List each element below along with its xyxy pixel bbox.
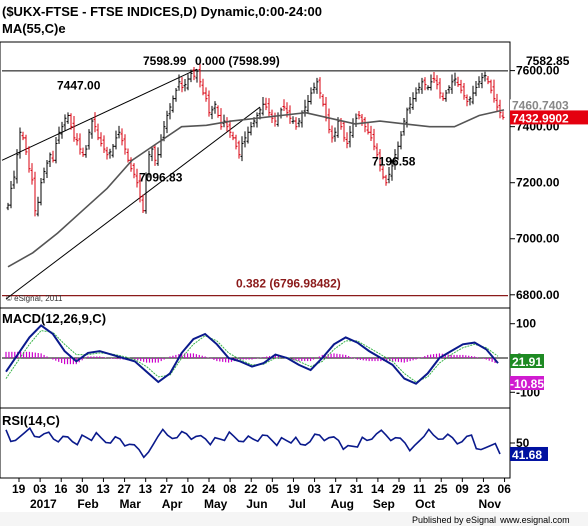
x-tick-label: 25	[434, 482, 448, 496]
last-price-box	[510, 110, 588, 125]
lower-channel-line	[5, 106, 261, 300]
x-month-label: Aug	[331, 497, 354, 511]
macd-tick-label: 100	[516, 317, 536, 331]
price-tick-label: 7600.00	[516, 64, 560, 78]
x-tick-label: 11	[413, 482, 426, 496]
x-tick-label: 24	[202, 482, 216, 496]
last-price-label: 7432.9902	[512, 111, 569, 125]
x-month-label: Mar	[120, 497, 142, 511]
x-month-label: Jul	[288, 497, 305, 511]
rsi-tick-label: 50	[516, 436, 530, 450]
macd-line	[5, 324, 499, 385]
annotation-label: 7447.00	[57, 78, 101, 92]
price-annotations: 7598.99 0.000 (7598.99) 7582.85 7447.00 7096…	[6, 54, 588, 303]
x-tick-label: 10	[181, 482, 195, 496]
x-month-label: Jun	[246, 497, 267, 511]
x-tick-label: 13	[139, 482, 153, 496]
hist-value-box	[510, 376, 544, 390]
signal-line	[5, 330, 499, 383]
macd-value: 21.91	[512, 355, 542, 369]
macd-layer: MACD(12,26,9,C)-100010021.91-10.85	[2, 311, 544, 399]
rsi-value-box	[510, 446, 548, 461]
x-tick-label: 14	[371, 482, 385, 496]
watermark: © eSignal, 2011	[6, 294, 63, 303]
annotation-label: 7096.83	[139, 171, 183, 185]
x-tick-label: 09	[455, 482, 469, 496]
price-tick-label: 6800.00	[516, 288, 560, 302]
x-month-label: Sep	[373, 497, 395, 511]
x-tick-label: 23	[476, 482, 490, 496]
x-tick-label: 19	[12, 482, 26, 496]
annotation-label: 0.382 (6796.98482)	[236, 277, 341, 291]
x-tick-label: 30	[75, 482, 89, 496]
x-month-label: 2017	[30, 497, 57, 511]
ma-label: MA(55,C)e	[2, 21, 66, 36]
rsi-line	[5, 426, 501, 459]
ma-line	[7, 109, 505, 268]
x-tick-label: 31	[350, 482, 364, 496]
macd-value-box	[510, 354, 544, 368]
upper-channel-line	[1, 68, 198, 161]
price-tick-label: 7000.00	[516, 232, 560, 246]
x-month-label: Feb	[77, 497, 98, 511]
x-tick-label: 22	[244, 482, 258, 496]
x-tick-label: 16	[54, 482, 68, 496]
macd-label: MACD(12,26,9,C)	[2, 311, 106, 326]
trend-lines	[1, 68, 508, 300]
rsi-panel	[0, 407, 511, 479]
x-tick-label: 27	[118, 482, 132, 496]
annotation-label: 7582.85	[526, 54, 570, 68]
x-tick-label: 03	[33, 482, 47, 496]
annotation-label: 0.000 (7598.99)	[195, 54, 280, 68]
candlesticks	[6, 62, 505, 268]
ma-value-label: 7460.7403	[512, 98, 569, 112]
x-tick-label: 03	[308, 482, 322, 496]
chart-title: ($UKX-FTSE - FTSE INDICES,D) Dynamic,0:0…	[2, 4, 322, 19]
footer-publisher: Published by eSignal www.esignal.com	[412, 515, 570, 525]
x-tick-label: 08	[223, 482, 237, 496]
x-month-label: Nov	[478, 497, 501, 511]
x-month-label: Apr	[162, 497, 183, 511]
price-tick-label: 7200.00	[516, 176, 560, 190]
x-tick-label: 05	[265, 482, 279, 496]
annotation-label: 7598.99	[143, 54, 187, 68]
rsi-value: 41.68	[512, 448, 542, 462]
x-tick-label: 13	[96, 482, 110, 496]
x-tick-label: 19	[286, 482, 300, 496]
x-axis: 19 03 16 30 13 27 13 27 10 24 08 22 05 19 03 17 31 14 29 11…	[12, 478, 511, 511]
hist-value: -10.85	[510, 377, 544, 391]
x-tick-label: 27	[160, 482, 174, 496]
x-month-label: Oct	[415, 497, 435, 511]
footer-bar	[0, 512, 588, 526]
x-month-label: May	[204, 497, 228, 511]
rsi-label: RSI(14,C)	[2, 413, 60, 428]
x-tick-label: 29	[392, 482, 406, 496]
ma-value-box	[510, 99, 588, 113]
x-tick-label: 06	[498, 482, 512, 496]
x-tick-label: 17	[329, 482, 343, 496]
annotation-label: 7196.58	[372, 155, 416, 169]
